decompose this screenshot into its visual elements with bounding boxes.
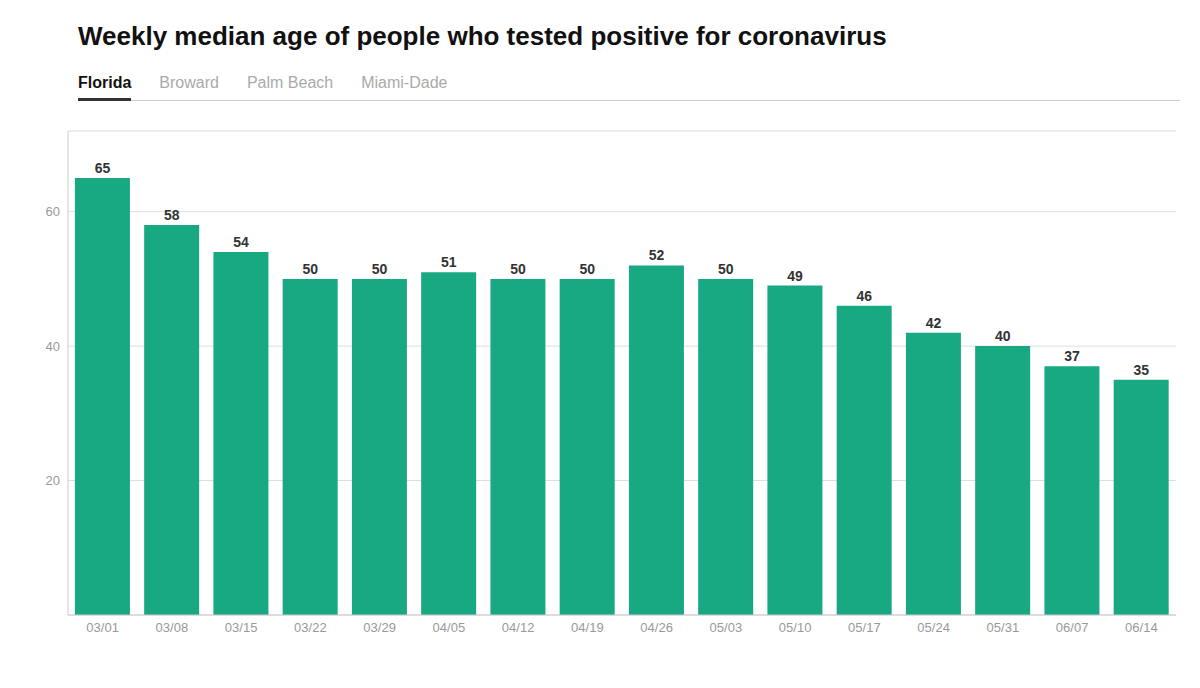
svg-text:52: 52 [649,247,665,263]
svg-text:03/15: 03/15 [225,620,258,635]
svg-text:05/10: 05/10 [779,620,812,635]
html-text:Miami-Dade: Miami-Dade [361,74,448,91]
svg-text:35: 35 [1133,362,1149,378]
svg-text:04/26: 04/26 [640,620,673,635]
svg-text:05/17: 05/17 [848,620,881,635]
svg-text:05/31: 05/31 [987,620,1020,635]
svg-text:58: 58 [164,207,180,223]
svg-text:40: 40 [995,328,1011,344]
svg-text:49: 49 [787,268,803,284]
svg-text:50: 50 [718,261,734,277]
svg-text:03/08: 03/08 [156,620,189,635]
svg-text:46: 46 [856,288,872,304]
svg-text:54: 54 [233,234,249,250]
svg-text:37: 37 [1064,348,1080,364]
svg-text:50: 50 [510,261,526,277]
svg-text:03/22: 03/22 [294,620,327,635]
svg-text:50: 50 [302,261,318,277]
html-text:Broward: Broward [159,74,219,91]
svg-text:06/14: 06/14 [1125,620,1158,635]
svg-text:05/24: 05/24 [917,620,950,635]
svg-text:50: 50 [579,261,595,277]
svg-text:05/03: 05/03 [710,620,743,635]
svg-text:51: 51 [441,254,457,270]
svg-text:65: 65 [95,160,111,176]
svg-text:04/12: 04/12 [502,620,535,635]
svg-text:40: 40 [46,339,60,354]
html-text:Palm Beach: Palm Beach [246,74,334,91]
svg-text:50: 50 [372,261,388,277]
html-text:Florida: Florida [78,74,132,91]
svg-text:20: 20 [46,473,60,488]
svg-text:03/01: 03/01 [86,620,119,635]
svg-text:42: 42 [926,315,942,331]
html-text:Weekly median age of people wh: Weekly median age of people who tested p… [78,21,887,51]
svg-text:03/29: 03/29 [363,620,396,635]
svg-text:04/05: 04/05 [433,620,466,635]
svg-text:04/19: 04/19 [571,620,604,635]
svg-text:60: 60 [46,204,60,219]
svg-text:06/07: 06/07 [1056,620,1089,635]
